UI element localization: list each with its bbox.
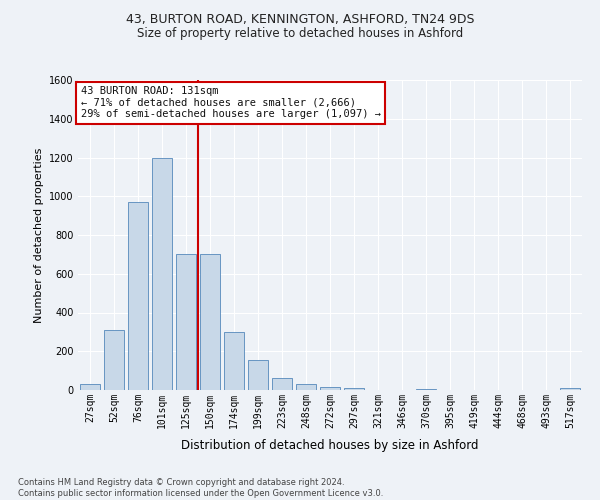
Text: Size of property relative to detached houses in Ashford: Size of property relative to detached ho… — [137, 28, 463, 40]
Bar — [80, 384, 100, 390]
Bar — [152, 158, 172, 390]
Text: 43, BURTON ROAD, KENNINGTON, ASHFORD, TN24 9DS: 43, BURTON ROAD, KENNINGTON, ASHFORD, TN… — [126, 12, 474, 26]
Bar — [296, 384, 316, 390]
Bar — [248, 360, 268, 390]
Bar — [104, 330, 124, 390]
Bar — [560, 388, 580, 390]
Y-axis label: Number of detached properties: Number of detached properties — [34, 148, 44, 322]
Bar — [224, 332, 244, 390]
X-axis label: Distribution of detached houses by size in Ashford: Distribution of detached houses by size … — [181, 439, 479, 452]
Bar — [272, 378, 292, 390]
Text: Contains HM Land Registry data © Crown copyright and database right 2024.
Contai: Contains HM Land Registry data © Crown c… — [18, 478, 383, 498]
Bar — [128, 202, 148, 390]
Bar — [320, 387, 340, 390]
Text: 43 BURTON ROAD: 131sqm
← 71% of detached houses are smaller (2,666)
29% of semi-: 43 BURTON ROAD: 131sqm ← 71% of detached… — [80, 86, 380, 120]
Bar — [344, 388, 364, 390]
Bar — [200, 254, 220, 390]
Bar — [416, 389, 436, 390]
Bar — [176, 254, 196, 390]
